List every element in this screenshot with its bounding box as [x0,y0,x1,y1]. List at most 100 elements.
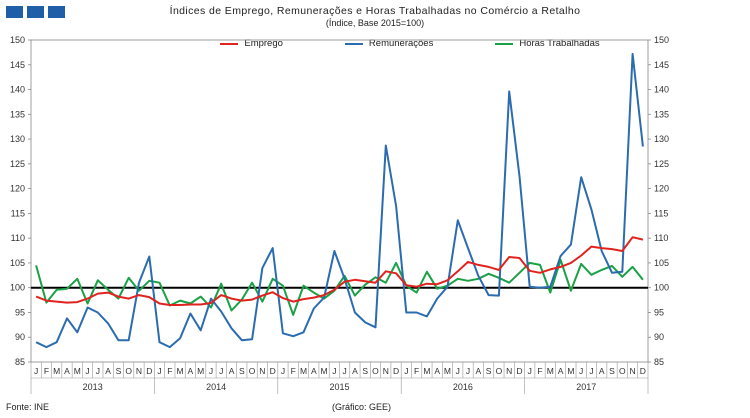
y-tick-label: 95 [15,307,25,317]
legend-swatch-emprego [220,42,239,45]
x-month-label: F [414,366,419,376]
x-month-label: J [209,366,213,376]
y-tick-label: 150 [10,35,25,45]
x-month-label: F [291,366,296,376]
x-month-label: D [640,366,646,376]
x-month-label: J [456,366,460,376]
x-month-label: A [64,366,70,376]
y-tick-label: 145 [10,60,25,70]
x-month-label: M [300,366,307,376]
x-month-label: J [332,366,336,376]
x-month-label: M [53,366,60,376]
x-month-label: M [444,366,451,376]
source-note: Fonte: INE [6,402,50,412]
x-month-label: A [475,366,481,376]
x-month-label: D [393,366,399,376]
legend-item-emprego: Emprego [220,38,283,49]
x-month-label: S [116,366,122,376]
y-tick-label: 125 [10,159,25,169]
y-tick-label-right: 115 [654,208,668,218]
y-tick-label-right: 100 [654,283,669,293]
x-month-label: J [219,366,223,376]
x-month-label: N [383,366,389,376]
x-month-label: A [558,366,564,376]
y-tick-label-right: 95 [654,307,664,317]
x-year-label: 2017 [576,382,596,392]
chart-subtitle: (Índice, Base 2015=100) [325,18,425,28]
x-year-label: 2016 [453,382,473,392]
x-month-label: S [609,366,615,376]
legend-label-remuneracoes: Remunerações [368,38,434,49]
y-tick-label-right: 125 [654,159,669,169]
x-month-label: J [404,366,408,376]
y-tick-label: 115 [11,208,25,218]
x-month-label: J [96,366,100,376]
y-tick-label-right: 130 [654,134,669,144]
y-tick-label-right: 110 [654,233,668,243]
x-year-label: 2015 [329,382,349,392]
x-month-label: J [157,366,161,376]
x-month-label: N [259,366,265,376]
x-month-label: D [270,366,276,376]
x-month-label: A [311,366,317,376]
y-tick-label-right: 150 [654,35,669,45]
x-month-label: S [362,366,368,376]
x-month-label: D [146,366,152,376]
logo [6,6,65,18]
x-month-label: A [105,366,111,376]
legend: Emprego Remunerações Horas Trabalhadas [0,38,750,49]
x-month-label: J [281,366,285,376]
legend-label-horas: Horas Trabalhadas [519,38,600,49]
x-month-label: N [136,366,142,376]
y-tick-label: 105 [10,258,25,268]
x-month-label: A [188,366,194,376]
x-month-label: M [423,366,430,376]
y-tick-label: 120 [10,184,25,194]
x-month-label: M [197,366,204,376]
logo-block [27,6,44,18]
y-tick-label-right: 90 [654,332,664,342]
y-tick-label: 140 [10,85,25,95]
x-month-label: A [352,366,358,376]
plot-area [30,39,649,363]
y-tick-label: 90 [15,332,25,342]
x-month-label: O [619,366,626,376]
legend-swatch-remuneracoes [344,42,363,45]
x-month-label: S [239,366,245,376]
x-month-label: J [579,366,583,376]
line-chart: 85 85 90 90 95 95 100 100 105 105 110 110 115 115 120 1… [10,35,669,394]
x-month-label: A [434,366,440,376]
line-remuneracoes [35,52,644,349]
x-month-label: F [44,366,49,376]
x-month-label: J [466,366,470,376]
x-month-label: J [343,366,347,376]
x-year-label: 2013 [83,382,103,392]
chart-title: Índices de Emprego, Remunerações e Horas… [169,5,581,17]
y-tick-label-right: 105 [654,258,669,268]
x-month-label: M [567,366,574,376]
x-month-label: N [630,366,636,376]
logo-block [6,6,23,18]
x-month-label: O [372,366,379,376]
x-month-label: M [74,366,81,376]
x-month-label: N [506,366,512,376]
y-tick-label: 135 [10,109,25,119]
x-month-label: M [177,366,184,376]
x-month-label: M [547,366,554,376]
y-tick-label-right: 140 [654,85,669,95]
x-month-label: O [125,366,132,376]
y-tick-label: 110 [11,233,25,243]
y-tick-label: 85 [15,357,25,367]
line-emprego [35,236,644,306]
x-month-label: J [85,366,89,376]
y-tick-label-right: 85 [654,357,664,367]
credit-note: (Gráfico: GEE) [332,402,392,412]
legend-swatch-horas [495,42,514,45]
x-month-label: A [229,366,235,376]
x-month-label: F [537,366,542,376]
y-tick-label-right: 145 [654,60,669,70]
y-tick-label-right: 135 [654,109,669,119]
x-month-label: S [486,366,492,376]
x-month-label: D [516,366,522,376]
y-tick-label: 100 [10,283,25,293]
